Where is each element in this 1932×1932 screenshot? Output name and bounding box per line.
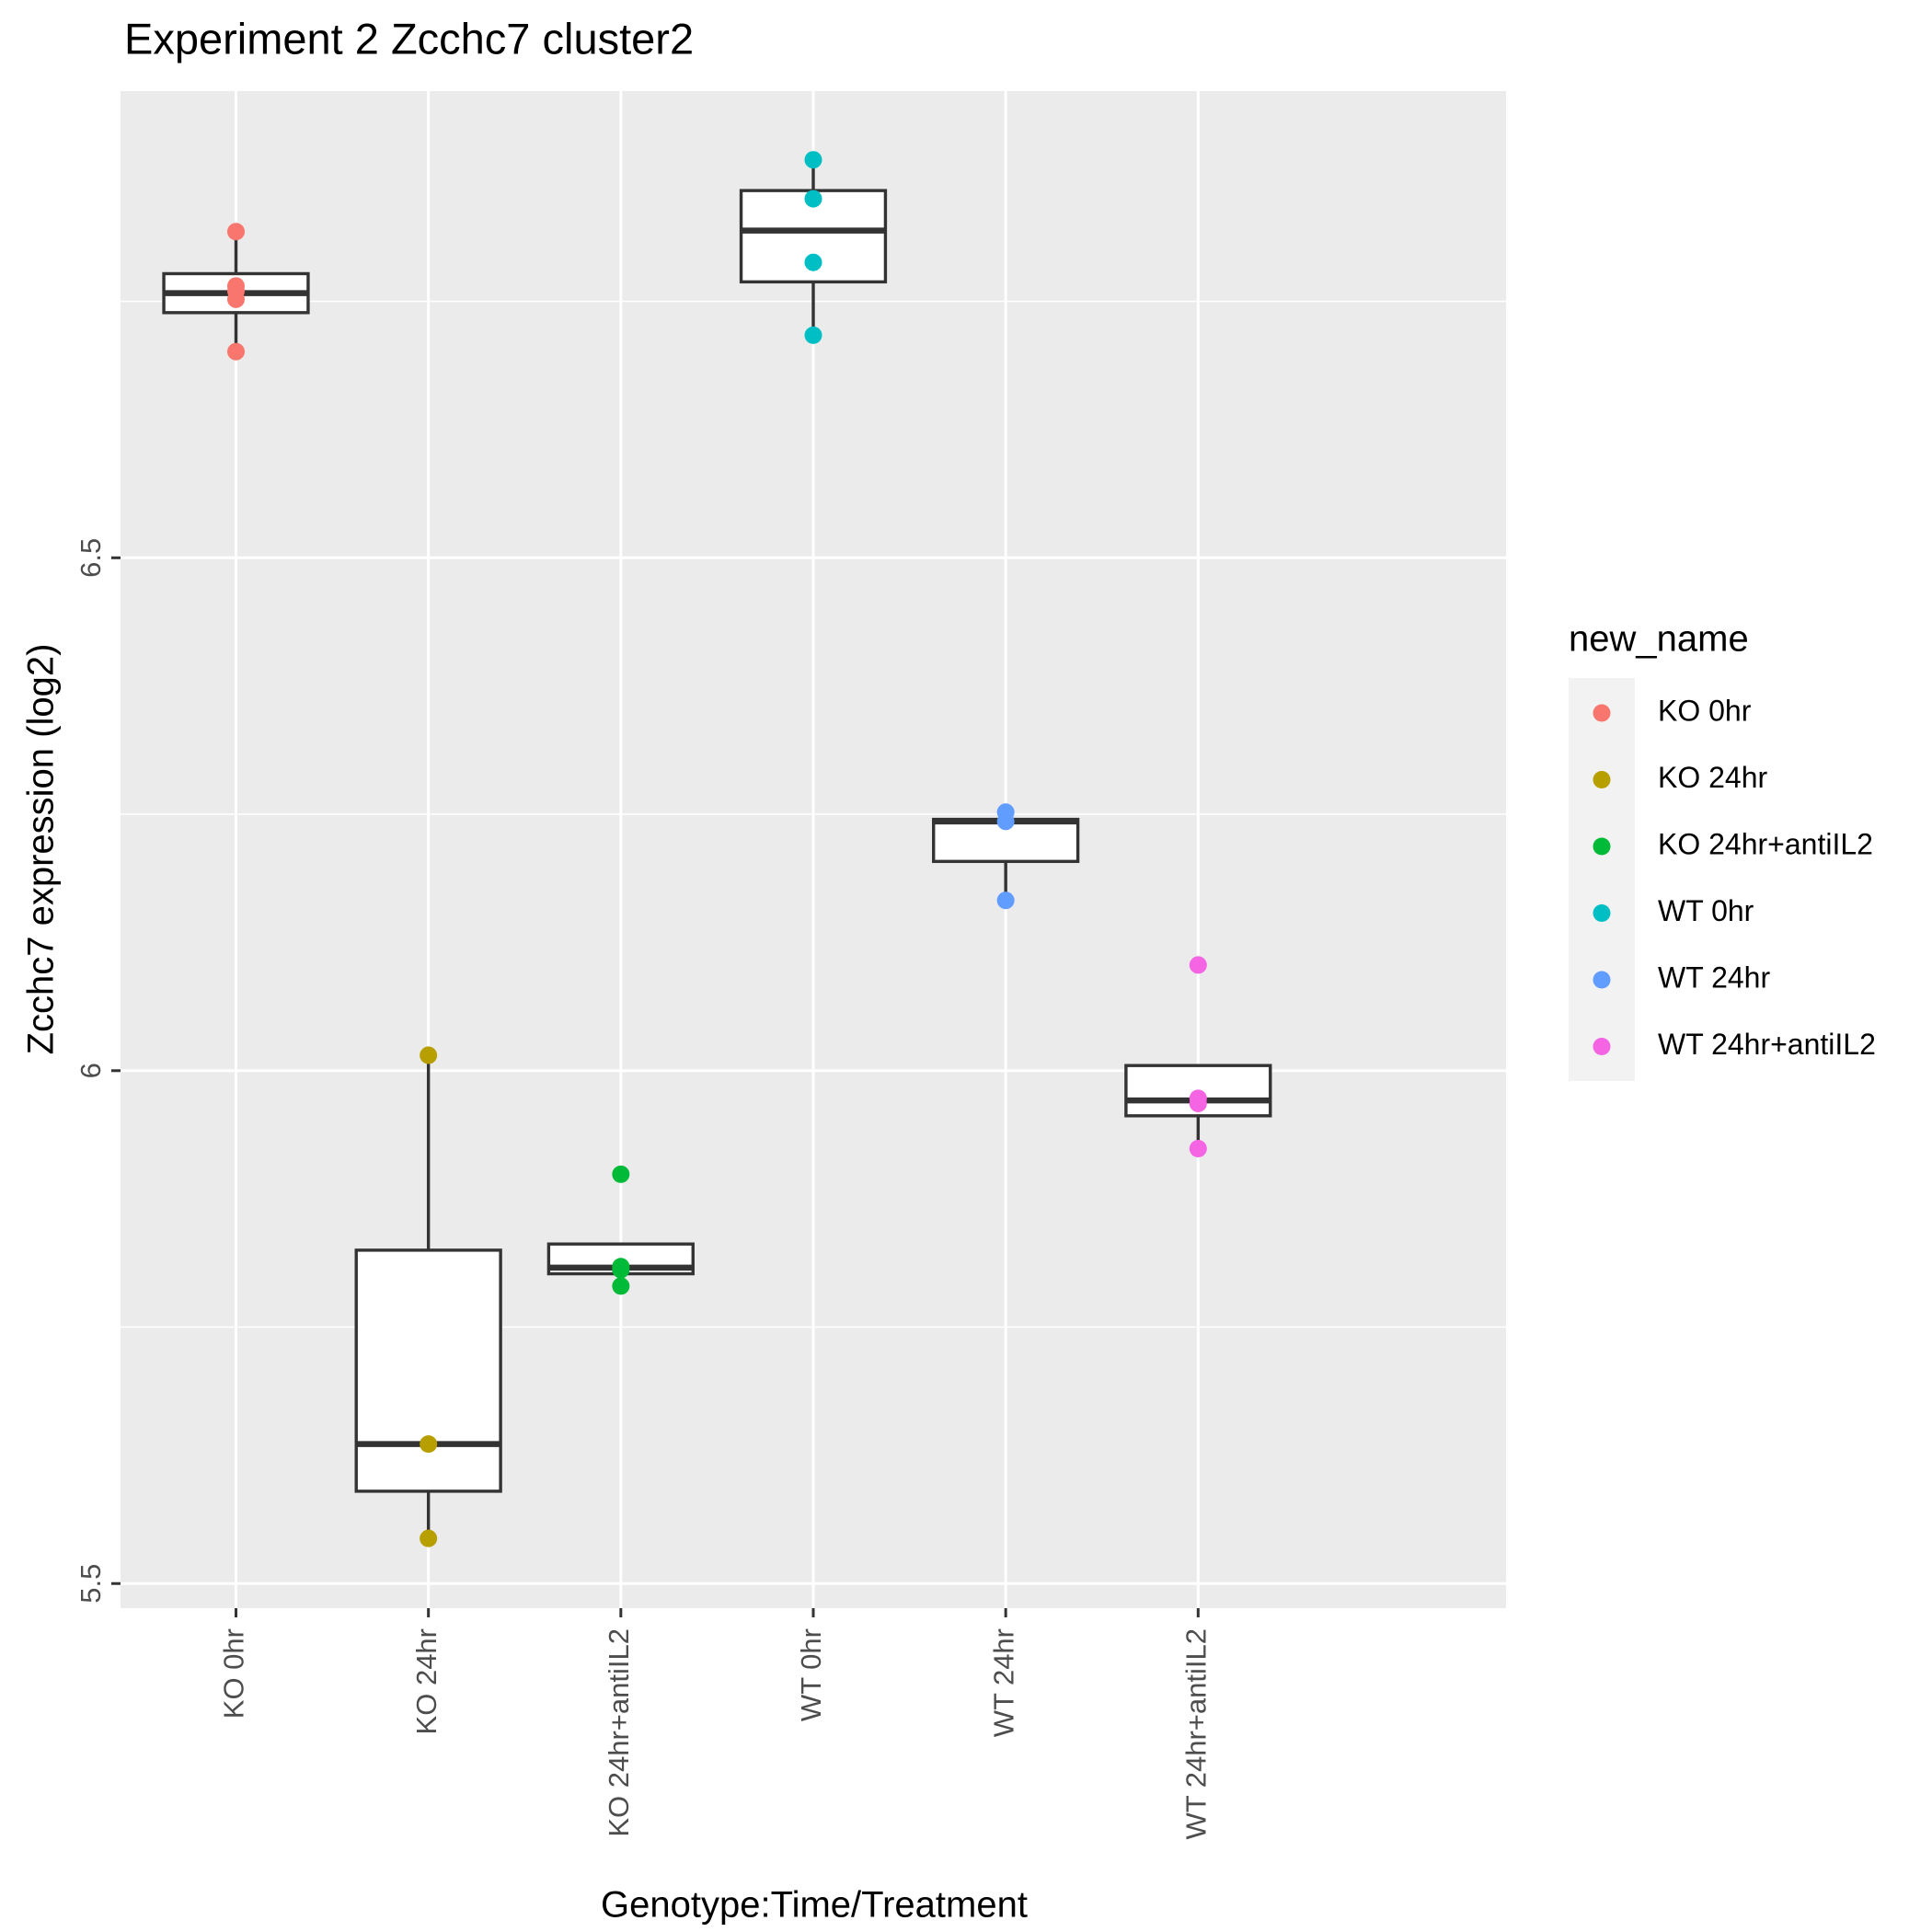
point (1189, 1094, 1207, 1112)
point (804, 190, 822, 208)
x-tick-label: KO 0hr (218, 1628, 250, 1719)
x-axis-title: Genotype:Time/Treatment (601, 1885, 1028, 1926)
legend-marker (1593, 704, 1611, 722)
x-tick-label: KO 24hr (410, 1628, 443, 1734)
legend-marker (1593, 904, 1611, 922)
legend-label: WT 0hr (1658, 894, 1754, 927)
legend-marker (1593, 971, 1611, 989)
chart-title: Experiment 2 Zcchc7 cluster2 (124, 14, 694, 63)
legend-label: KO 24hr+antiIL2 (1658, 827, 1873, 860)
point (420, 1435, 438, 1454)
legend-label: WT 24hr (1658, 960, 1770, 994)
point (612, 1260, 630, 1279)
point (804, 151, 822, 169)
point (612, 1165, 630, 1183)
legend-marker (1593, 771, 1611, 788)
point (227, 342, 245, 361)
point (1189, 1140, 1207, 1158)
legend-label: KO 24hr (1658, 761, 1768, 794)
point (227, 290, 245, 308)
point (612, 1277, 630, 1295)
legend-marker (1593, 837, 1611, 856)
y-axis-title: Zcchc7 expression (log2) (21, 644, 62, 1055)
point (996, 891, 1015, 910)
y-tick-label: 5.5 (75, 1564, 107, 1604)
point (804, 253, 822, 271)
x-tick-label: KO 24hr+antiIL2 (603, 1628, 635, 1837)
point (1189, 956, 1207, 974)
point (227, 223, 245, 241)
x-tick-label: WT 24hr (987, 1628, 1019, 1737)
point (420, 1046, 438, 1064)
y-tick-label: 6 (75, 1063, 107, 1078)
legend-title: new_name (1569, 619, 1749, 660)
point (804, 326, 822, 344)
legend-label: KO 0hr (1658, 694, 1752, 727)
legend-label: WT 24hr+antiIL2 (1658, 1028, 1876, 1061)
x-tick-label: WT 24hr+antiIL2 (1180, 1628, 1213, 1839)
legend-key-background (1569, 678, 1635, 1081)
box (354, 1248, 502, 1493)
x-tick-label: WT 0hr (795, 1628, 827, 1721)
legend-marker (1593, 1038, 1611, 1055)
point (420, 1529, 438, 1547)
y-tick-label: 6.5 (75, 538, 107, 578)
point (996, 812, 1015, 831)
